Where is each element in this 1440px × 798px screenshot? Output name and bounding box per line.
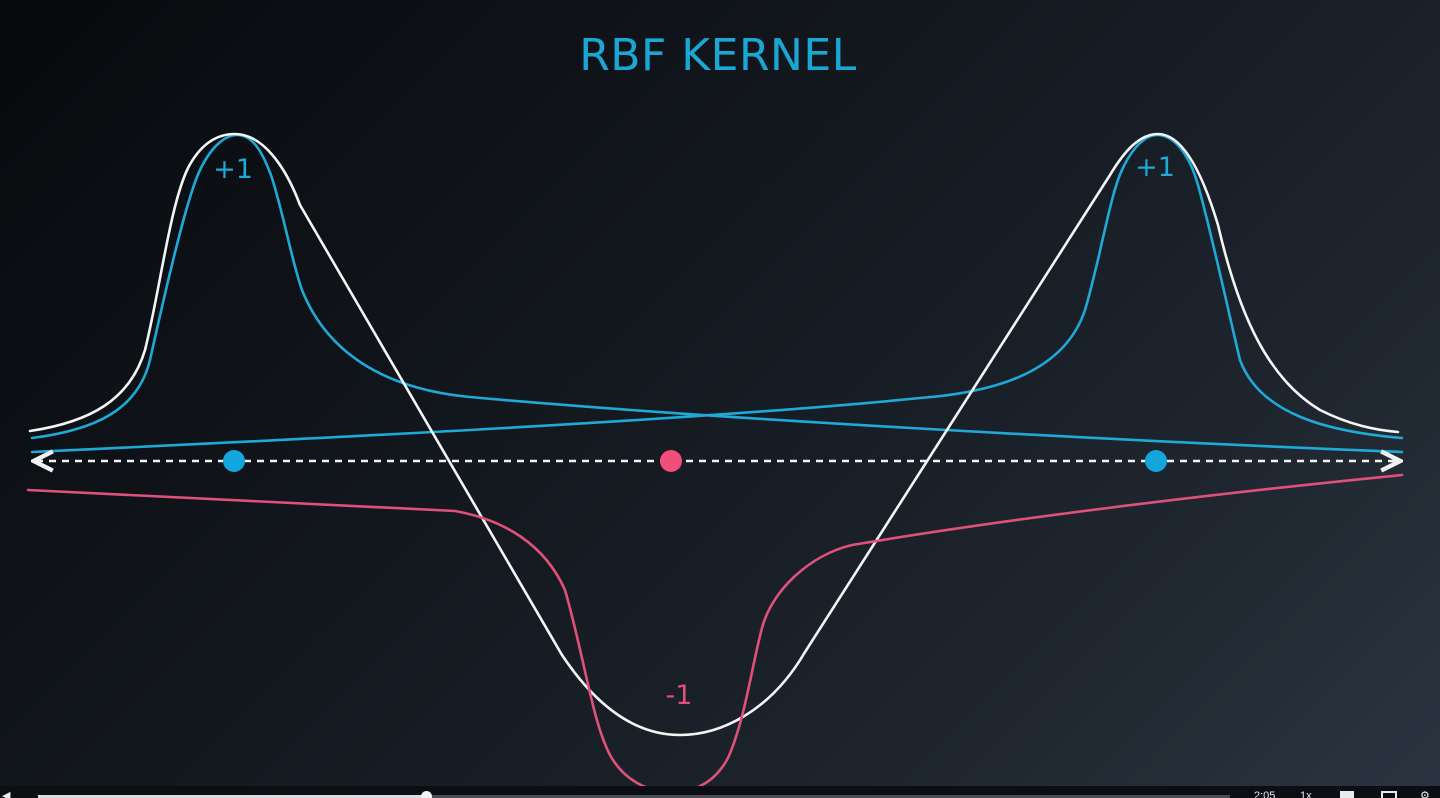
fullscreen-icon[interactable] xyxy=(1381,791,1397,798)
trough-label: -1 xyxy=(666,680,693,711)
peak-label-right: +1 xyxy=(1135,152,1175,183)
playback-speed-button[interactable]: 1x xyxy=(1300,790,1312,798)
time-readout: 2:05 xyxy=(1254,790,1276,798)
blue-left-kernel xyxy=(30,133,1404,454)
seek-handle[interactable] xyxy=(421,791,432,798)
captions-icon[interactable] xyxy=(1340,791,1354,798)
white-decision-curve xyxy=(28,132,1400,737)
video-control-bar: ◀ 2:05 1x ⚙ xyxy=(0,786,1440,798)
blue-point-right xyxy=(1145,450,1167,472)
pink-point-center xyxy=(660,450,682,472)
blue-right-kernel xyxy=(30,133,1404,454)
seek-track[interactable] xyxy=(38,795,1230,798)
blue-point-left xyxy=(223,450,245,472)
pink-kernel xyxy=(26,473,1404,794)
volume-icon[interactable]: ◀ xyxy=(2,790,11,798)
seek-progress xyxy=(38,795,432,798)
slide-title: RBF KERNEL xyxy=(579,30,857,81)
settings-icon[interactable]: ⚙ xyxy=(1420,790,1430,798)
peak-label-left: +1 xyxy=(213,154,253,185)
